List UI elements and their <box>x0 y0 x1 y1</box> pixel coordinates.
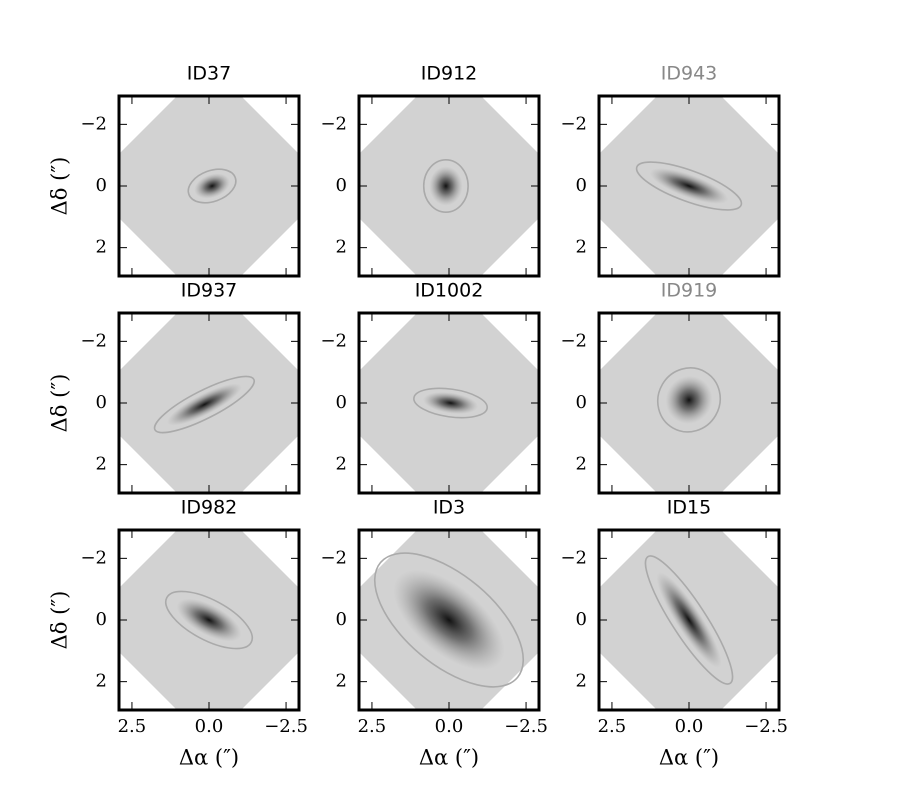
panel: 2.5 0.0 −2.5 −2 0 2 ID982 Δα (″) Δδ (″) <box>48 497 308 770</box>
y-tick-label: −2 <box>320 330 347 351</box>
panel: 2.5 0.0 −2.5 −2 0 2 ID3 Δα (″) <box>320 497 548 770</box>
galaxy <box>393 569 505 671</box>
aperture-ellipse <box>635 161 743 211</box>
panel-title: ID937 <box>181 280 238 302</box>
panel-image <box>599 96 779 276</box>
y-tick-label: 2 <box>576 454 587 475</box>
panel-image <box>359 313 539 493</box>
aperture-ellipse <box>413 387 489 419</box>
panel-title: ID912 <box>421 63 478 85</box>
panel-title: ID1002 <box>415 280 484 302</box>
y-tick-label: 2 <box>576 671 587 692</box>
aperture-ellipse <box>187 168 237 204</box>
panel-frame <box>357 528 541 712</box>
y-tick-label: −2 <box>80 547 107 568</box>
x-axis-label: Δα (″) <box>179 746 239 770</box>
y-tick-label: −2 <box>320 547 347 568</box>
galaxy <box>665 375 713 424</box>
galaxy <box>194 173 230 199</box>
panel-frame <box>117 94 301 278</box>
panel-image <box>359 96 539 276</box>
panel-frame <box>117 528 301 712</box>
panel-title: ID919 <box>661 280 718 302</box>
galaxy <box>429 166 463 206</box>
y-tick-label: 0 <box>96 392 107 413</box>
x-tick-label: −2.5 <box>744 716 788 737</box>
y-tick-label: 0 <box>576 609 587 630</box>
y-tick-label: 2 <box>576 237 587 258</box>
galaxy <box>649 168 729 204</box>
aperture-ellipse <box>644 555 734 685</box>
y-tick-label: −2 <box>560 330 587 351</box>
panel-frame <box>597 311 781 495</box>
x-tick-label: 0.0 <box>435 716 464 737</box>
panel: 2.5 0.0 −2.5 −2 0 2 ID15 Δα (″) <box>560 497 788 770</box>
galaxy <box>167 383 242 426</box>
panel-title: ID982 <box>181 497 238 519</box>
panel-image <box>119 313 299 493</box>
y-tick-label: −2 <box>80 330 107 351</box>
x-tick-label: 2.5 <box>358 716 387 737</box>
panel: −2 0 2 ID943 <box>560 63 781 278</box>
y-axis-label: Δδ (″) <box>48 157 72 216</box>
panel: −2 0 2 ID37 Δδ (″) <box>48 63 301 278</box>
panel: −2 0 2 ID912 <box>320 63 541 278</box>
panel-image <box>119 96 299 276</box>
x-tick-label: 0.0 <box>675 716 704 737</box>
y-tick-label: 2 <box>96 237 107 258</box>
aperture-ellipse <box>422 159 469 213</box>
galaxy <box>423 391 479 415</box>
y-axis-label: Δδ (″) <box>48 591 72 650</box>
y-tick-label: 0 <box>96 609 107 630</box>
y-tick-label: 0 <box>336 175 347 196</box>
y-tick-label: 2 <box>336 671 347 692</box>
x-axis-label: Δα (″) <box>419 746 479 770</box>
y-tick-label: −2 <box>560 547 587 568</box>
x-tick-label: 2.5 <box>118 716 147 737</box>
panel: −2 0 2 ID1002 <box>320 280 541 495</box>
x-tick-label: −2.5 <box>264 716 308 737</box>
panel-frame <box>357 311 541 495</box>
aperture-ellipse <box>656 367 722 433</box>
y-tick-label: 0 <box>336 609 347 630</box>
y-tick-label: −2 <box>320 113 347 134</box>
y-tick-label: −2 <box>80 113 107 134</box>
panel-image <box>359 530 539 710</box>
panel-frame <box>357 94 541 278</box>
panel-frame <box>597 528 781 712</box>
aperture-ellipse <box>153 375 256 434</box>
panel: −2 0 2 ID919 <box>560 280 781 495</box>
y-tick-label: 2 <box>96 671 107 692</box>
galaxy <box>176 598 242 642</box>
panel-image <box>599 313 779 493</box>
y-tick-label: 2 <box>336 237 347 258</box>
panel: −2 0 2 ID937 Δδ (″) <box>48 280 301 495</box>
panel-image <box>599 530 779 710</box>
aperture-ellipse <box>373 552 525 688</box>
panel-title: ID3 <box>433 497 465 519</box>
panel-frame <box>597 94 781 278</box>
panel-image <box>119 530 299 710</box>
galaxy <box>656 571 722 669</box>
panel-title: ID15 <box>667 497 711 519</box>
y-tick-label: 0 <box>96 175 107 196</box>
panel-frame <box>117 311 301 495</box>
panel-title: ID943 <box>661 63 718 85</box>
y-axis-label: Δδ (″) <box>48 374 72 433</box>
y-tick-label: 2 <box>96 454 107 475</box>
y-tick-label: 0 <box>576 175 587 196</box>
y-tick-label: −2 <box>560 113 587 134</box>
panel-title: ID37 <box>187 63 231 85</box>
y-tick-label: 0 <box>336 392 347 413</box>
x-tick-label: 2.5 <box>598 716 627 737</box>
y-tick-label: 0 <box>576 392 587 413</box>
aperture-ellipse <box>164 590 254 650</box>
x-tick-label: −2.5 <box>504 716 548 737</box>
x-tick-label: 0.0 <box>195 716 224 737</box>
y-tick-label: 2 <box>336 454 347 475</box>
x-axis-label: Δα (″) <box>659 746 719 770</box>
